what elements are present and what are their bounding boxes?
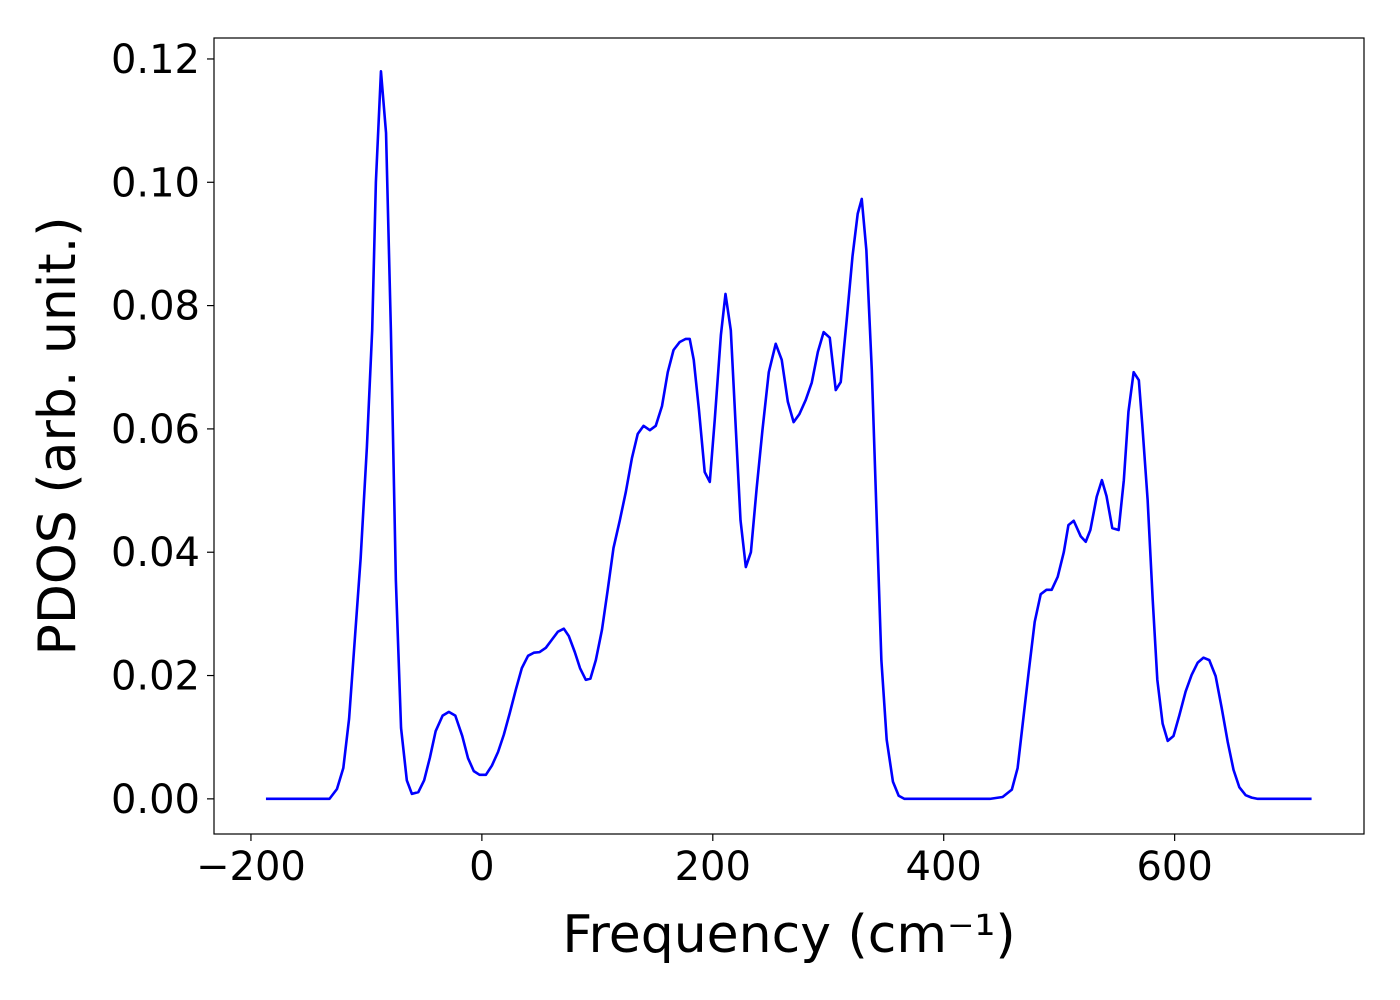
x-tick-label: 600 <box>1136 844 1212 890</box>
y-tick-label: 0.02 <box>111 654 200 700</box>
y-axis-label: PDOS (arb. unit.) <box>28 216 88 655</box>
x-tick-label: 200 <box>675 844 751 890</box>
x-tick-label: 400 <box>906 844 982 890</box>
y-tick-label: 0.00 <box>111 777 200 823</box>
x-tick-label: 0 <box>469 844 494 890</box>
y-tick-label: 0.10 <box>111 160 200 206</box>
data-line <box>265 69 1312 801</box>
x-tick-label: −200 <box>196 844 306 890</box>
y-tick-label: 0.08 <box>111 284 200 330</box>
y-tick-label: 0.04 <box>111 530 200 576</box>
y-tick-label: 0.06 <box>111 407 200 453</box>
x-axis-label: Frequency (cm⁻¹) <box>562 905 1015 965</box>
y-tick-label: 0.12 <box>111 37 200 83</box>
plot-frame <box>213 37 1365 835</box>
